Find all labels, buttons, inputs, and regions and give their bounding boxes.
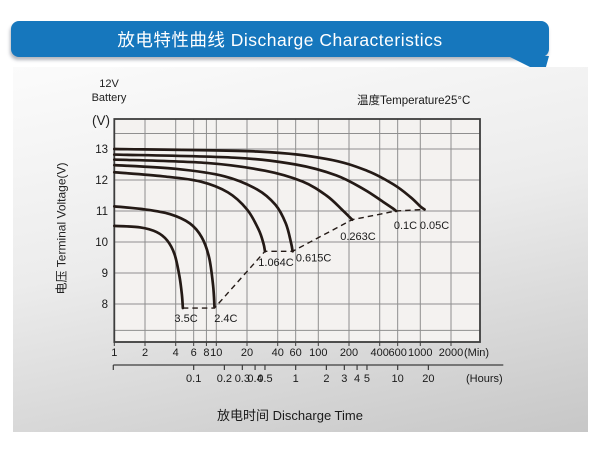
hours-tick-label: 20 (422, 373, 434, 385)
y-tick-label: 13 (95, 144, 108, 156)
hours-tick-label: 0.4 (247, 373, 262, 385)
plot-border (113, 118, 481, 343)
min-unit-label: (Min) (464, 347, 489, 359)
min-tick-label: 2 (142, 347, 148, 359)
min-tick-label: 1 (111, 347, 117, 359)
curve-label-0.615C: 0.615C (296, 253, 332, 265)
hours-tick-label: 10 (392, 373, 404, 385)
min-tick-label: 1000 (408, 347, 432, 359)
curve-label-0.1C: 0.1C (394, 220, 417, 232)
y-tick-label: 9 (102, 268, 108, 280)
title-banner: 放电特性曲线 Discharge Characteristics (11, 21, 549, 57)
x-axis-title: 放电时间 Discharge Time (217, 408, 363, 423)
curve-2.4C (112, 205, 216, 309)
hours-tick-label: 3 (341, 373, 347, 385)
hours-tick-label: 0.1 (186, 373, 201, 385)
curve-0.263C (112, 158, 354, 222)
hours-tick-label: 2 (323, 373, 329, 385)
hours-tick-label: 0.2 (217, 373, 232, 385)
curve-label-0.263C: 0.263C (340, 231, 376, 243)
hours-unit-label: (Hours) (466, 373, 503, 385)
y-tick-label: 8 (102, 299, 108, 311)
min-tick-label: 6 (191, 347, 197, 359)
curve-0.1C (112, 153, 398, 213)
battery-word: Battery (91, 92, 127, 105)
hours-tick-label: 0.5 (257, 373, 272, 385)
hours-tick-label: 1 (293, 373, 299, 385)
curve-0.615C (112, 163, 294, 253)
curve-1.064C (112, 170, 267, 253)
curve-label-1.064C: 1.064C (258, 257, 294, 269)
min-tick-label: 400 (371, 347, 389, 359)
curve-label-0.05C: 0.05C (420, 220, 449, 232)
curve-0.05C (112, 147, 426, 211)
hours-tick-label: 4 (354, 373, 360, 385)
battery-voltage: 12V (99, 78, 119, 90)
min-tick-label: 40 (272, 347, 284, 359)
curve-3.5C (112, 224, 185, 310)
min-tick-label: 8 (203, 347, 209, 359)
hours-tick-label: 5 (364, 373, 370, 385)
page-title: 放电特性曲线 Discharge Characteristics (117, 29, 443, 50)
y-axis-unit: (V) (92, 113, 110, 128)
y-tick-label: 12 (95, 175, 108, 187)
min-tick-label: 60 (290, 347, 302, 359)
min-tick-label: 4 (173, 347, 179, 359)
curve-label-3.5C: 3.5C (174, 313, 197, 325)
y-tick-label: 10 (95, 237, 108, 249)
min-tick-label: 10 (210, 347, 222, 359)
curve-label-2.4C: 2.4C (214, 313, 237, 325)
min-tick-label: 2000 (439, 347, 463, 359)
min-tick-label: 200 (340, 347, 358, 359)
battery-type-label: 12V Battery (90, 77, 128, 106)
hours-tick-label: 0.3 (235, 373, 250, 385)
temperature-label: 温度Temperature25°C (357, 95, 471, 107)
min-tick-label: 100 (309, 347, 327, 359)
y-tick-label: 11 (96, 206, 108, 218)
min-tick-label: 20 (241, 347, 253, 359)
min-tick-label: 600 (388, 347, 406, 359)
